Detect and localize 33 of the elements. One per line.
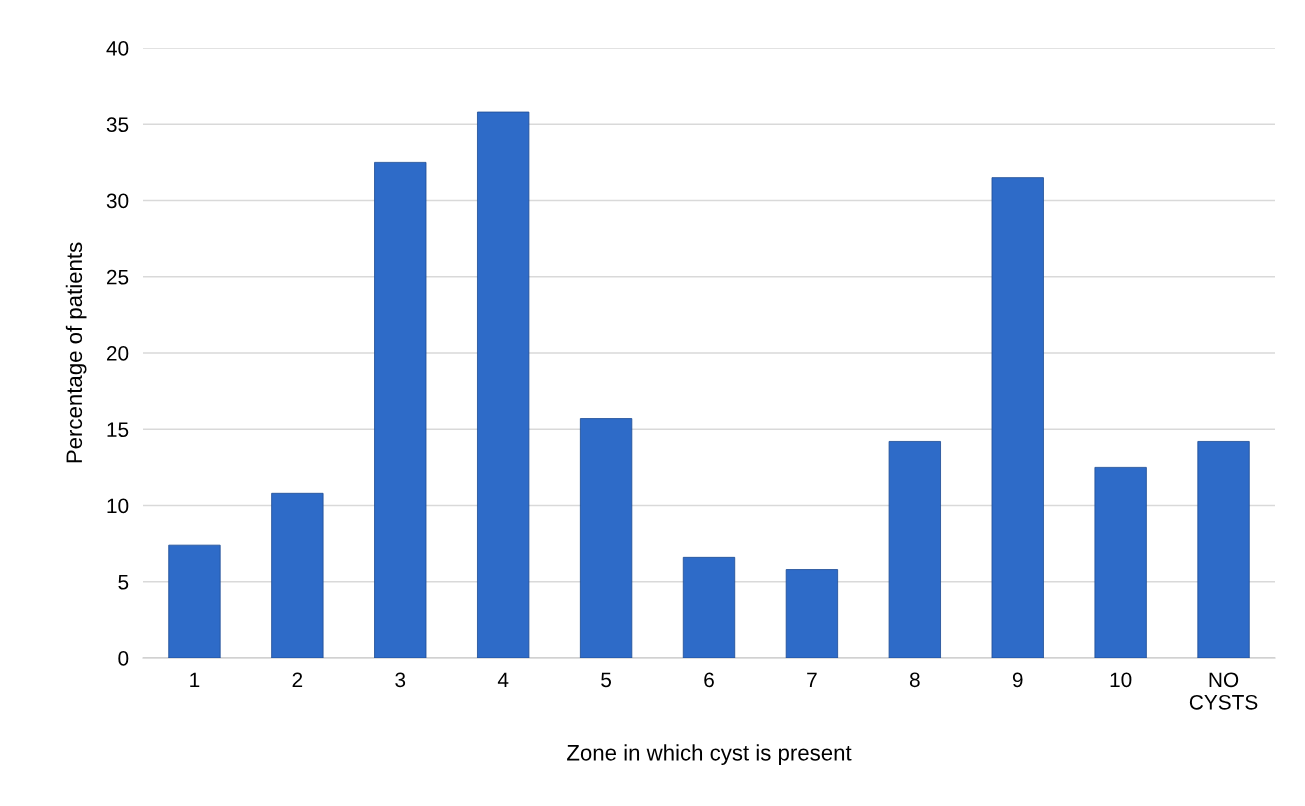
bar	[785, 569, 839, 658]
y-tick-label: 40	[106, 41, 129, 56]
bar	[1197, 441, 1250, 658]
x-tick-label: 6	[704, 672, 714, 688]
bar	[579, 418, 633, 658]
bar	[1094, 466, 1147, 658]
x-tick-label: 9	[1012, 672, 1023, 688]
x-tick-label: 7	[807, 672, 817, 687]
y-tick-label: 20	[106, 346, 129, 361]
y-tick-label: 10	[107, 498, 129, 514]
y-axis-title: Percentage of patients	[65, 242, 87, 463]
y-tick-label: 5	[118, 574, 129, 590]
x-tick-label: 3	[395, 672, 406, 688]
bar	[682, 556, 736, 658]
x-tick-label: NO CYSTS	[1189, 672, 1258, 710]
x-tick-label: 10	[1110, 672, 1132, 688]
bar	[271, 492, 324, 658]
bar	[888, 441, 941, 658]
x-tick-label: 4	[497, 672, 509, 687]
y-tick-label: 25	[106, 269, 129, 285]
y-tick-label: 30	[106, 193, 129, 209]
x-tick-label: 1	[190, 672, 200, 687]
x-axis-title: Zone in which cyst is present	[567, 744, 852, 766]
x-tick-label: 2	[292, 672, 303, 687]
bar	[168, 544, 221, 658]
bar	[477, 111, 530, 658]
y-tick-label: 35	[106, 117, 129, 132]
y-tick-label: 15	[107, 422, 129, 437]
x-tick-label: 5	[601, 672, 612, 688]
y-tick-label: 0	[118, 651, 129, 666]
bar	[991, 177, 1044, 658]
bar	[374, 161, 427, 658]
x-tick-label: 8	[909, 672, 920, 688]
